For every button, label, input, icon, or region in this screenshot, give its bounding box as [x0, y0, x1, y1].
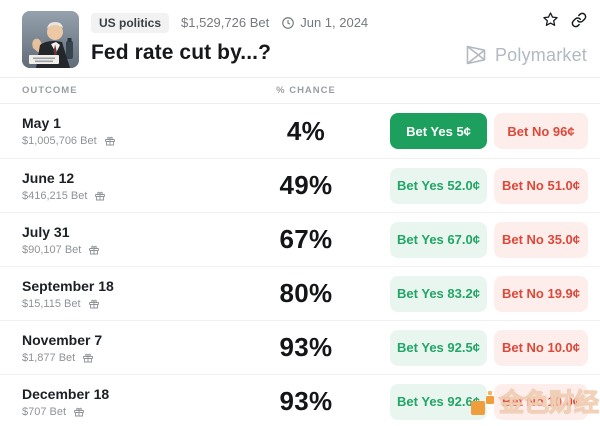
bet-no-button[interactable]: Bet No 51.0¢ — [494, 167, 588, 204]
category-tag[interactable]: US politics — [91, 12, 170, 33]
chance-value: 80% — [279, 278, 333, 308]
outcome-volume: $90,107 Bet — [22, 243, 82, 256]
rewards-gift-icon[interactable] — [82, 352, 94, 364]
rewards-gift-icon[interactable] — [94, 190, 106, 202]
rewards-gift-icon[interactable] — [88, 244, 100, 256]
copy-link-button[interactable] — [571, 12, 587, 28]
bet-no-button[interactable]: Bet No 10.0¢ — [494, 383, 588, 420]
total-volume: $1,529,726 Bet — [181, 15, 270, 30]
market-date: Jun 1, 2024 — [281, 15, 368, 30]
outcome-volume: $15,115 Bet — [22, 297, 81, 310]
outcome-column-header: OUTCOME — [22, 85, 78, 96]
bet-yes-button[interactable]: Bet Yes 92.6¢ — [390, 383, 487, 420]
clock-icon — [282, 16, 295, 29]
market-title: Fed rate cut by...? — [91, 41, 272, 64]
bet-yes-button[interactable]: Bet Yes 83.2¢ — [390, 275, 487, 312]
outcome-name: July 31 — [22, 223, 70, 240]
market-meta: US politics $1,529,726 Bet Jun 1, 2024 — [91, 12, 368, 33]
bet-yes-button[interactable]: Bet Yes 5¢ — [390, 113, 487, 149]
chance-value: 49% — [279, 170, 333, 200]
bet-yes-button[interactable]: Bet Yes 92.5¢ — [390, 329, 487, 366]
outcome-name: May 1 — [22, 115, 61, 131]
bet-no-button[interactable]: Bet No 19.9¢ — [494, 275, 588, 312]
polymarket-brand: Polymarket — [464, 43, 587, 67]
chance-value: 67% — [279, 224, 333, 254]
bet-no-button[interactable]: Bet No 10.0¢ — [494, 329, 588, 366]
outcome-row: November 7 $1,877 Bet 93% Bet Yes 92.5¢ … — [0, 320, 600, 374]
outcome-row: December 18 $707 Bet 93% Bet Yes 92.6¢ B… — [0, 374, 600, 426]
chance-value: 4% — [286, 115, 326, 146]
polymarket-wordmark: Polymarket — [494, 44, 587, 65]
chance-value: 93% — [279, 332, 333, 362]
bet-no-button[interactable]: Bet No 96¢ — [494, 113, 588, 149]
table-header: OUTCOME % CHANCE — [0, 77, 600, 104]
outcome-volume: $1,005,706 Bet — [22, 135, 97, 147]
bet-yes-button[interactable]: Bet Yes 52.0¢ — [390, 167, 487, 204]
bet-yes-button[interactable]: Bet Yes 67.0¢ — [390, 221, 487, 258]
outcome-volume: $1,877 Bet — [22, 351, 76, 364]
market-date-label: Jun 1, 2024 — [300, 15, 369, 30]
outcome-rows: May 1 $1,005,706 Bet 4% Bet Yes 5¢ Bet N… — [0, 104, 600, 426]
outcome-row: September 18 $15,115 Bet 80% Bet Yes 83.… — [0, 266, 600, 320]
chance-value: 93% — [279, 386, 333, 416]
outcome-volume: $707 Bet — [22, 405, 67, 418]
outcome-name: December 18 — [22, 385, 110, 402]
rewards-gift-icon[interactable] — [104, 135, 116, 147]
market-avatar — [22, 11, 79, 68]
favorite-button[interactable] — [542, 11, 559, 28]
outcome-row: June 12 $416,215 Bet 49% Bet Yes 52.0¢ B… — [0, 158, 600, 212]
chance-column-header: % CHANCE — [276, 85, 336, 96]
outcome-name: September 18 — [22, 277, 114, 294]
rewards-gift-icon[interactable] — [73, 406, 85, 418]
polymarket-logo-icon — [466, 45, 486, 65]
star-icon — [543, 12, 558, 26]
link-icon — [571, 12, 587, 27]
outcome-row: May 1 $1,005,706 Bet 4% Bet Yes 5¢ Bet N… — [0, 104, 600, 158]
outcome-name: November 7 — [22, 331, 103, 348]
powell-photo — [22, 11, 79, 68]
header-actions — [542, 11, 587, 28]
outcome-name: June 12 — [22, 169, 75, 186]
outcome-volume: $416,215 Bet — [22, 189, 88, 202]
outcome-row: July 31 $90,107 Bet 67% Bet Yes 67.0¢ Be… — [0, 212, 600, 266]
rewards-gift-icon[interactable] — [88, 298, 100, 310]
market-header: US politics $1,529,726 Bet Jun 1, 2024 F… — [0, 0, 600, 77]
bet-no-button[interactable]: Bet No 35.0¢ — [494, 221, 588, 258]
